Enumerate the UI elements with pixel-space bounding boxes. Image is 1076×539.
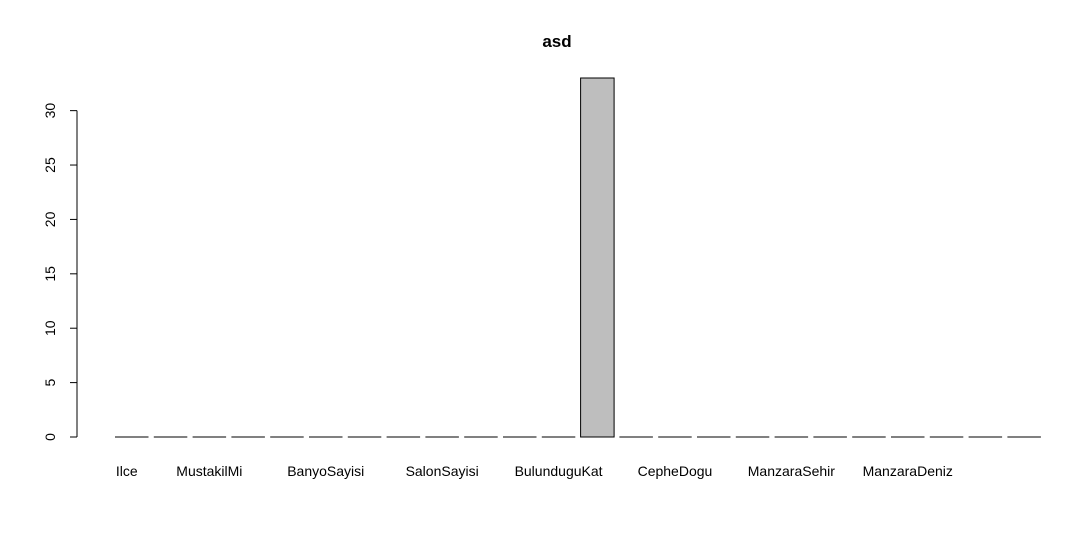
x-category-label: SalonSayisi xyxy=(406,463,479,479)
y-tick-label: 20 xyxy=(42,211,58,227)
bar xyxy=(580,77,615,438)
x-category-label: MustakilMi xyxy=(176,463,242,479)
y-tick-label: 10 xyxy=(42,320,58,336)
y-tick-label: 0 xyxy=(42,433,58,441)
x-category-label: ManzaraDeniz xyxy=(863,463,953,479)
x-category-label: ManzaraSehir xyxy=(748,463,835,479)
x-category-label: BulunduguKat xyxy=(515,463,603,479)
x-category-label: CepheDogu xyxy=(638,463,713,479)
y-tick-label: 25 xyxy=(42,157,58,173)
x-category-label: Ilce xyxy=(116,463,138,479)
bars xyxy=(115,77,1041,438)
x-category-label: BanyoSayisi xyxy=(287,463,364,479)
x-axis-labels: Ilce MustakilMi BanyoSayisi SalonSayisi Bulu… xyxy=(116,463,953,479)
y-axis: 0 5 10 15 20 25 30 xyxy=(42,103,78,441)
chart-title: asd xyxy=(542,32,571,51)
y-tick-label: 30 xyxy=(42,103,58,119)
y-tick-label: 5 xyxy=(42,379,58,387)
y-tick-label: 15 xyxy=(42,266,58,282)
